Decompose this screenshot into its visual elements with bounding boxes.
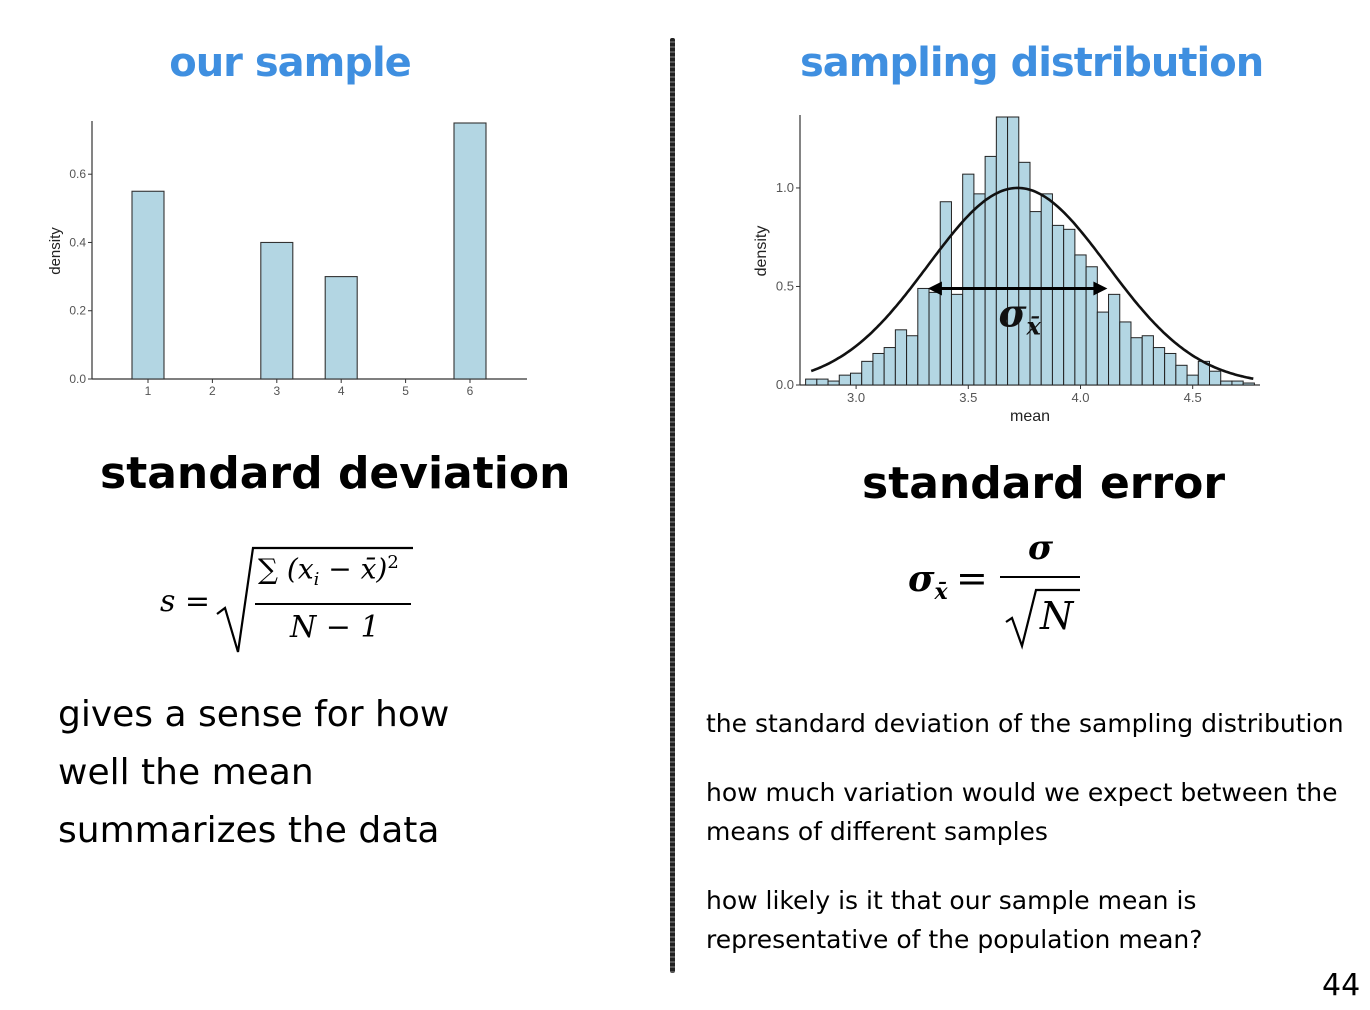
sqrt-sign bbox=[1005, 588, 1080, 650]
se-formula-equals: = bbox=[956, 556, 988, 600]
y-axis-label: density bbox=[47, 227, 64, 275]
y-tick-label: 0.0 bbox=[69, 372, 86, 386]
x-tick-label: 4.0 bbox=[1071, 390, 1089, 405]
arrow-label-subscript: x̄ bbox=[1026, 311, 1042, 340]
sqrt-sign bbox=[216, 546, 413, 653]
x-tick-label: 1 bbox=[145, 384, 152, 398]
histogram-bar bbox=[1108, 293, 1121, 386]
histogram-bar bbox=[1220, 380, 1233, 386]
panel-divider bbox=[670, 38, 675, 973]
bar bbox=[131, 190, 165, 380]
histogram-bar bbox=[1119, 321, 1132, 386]
histogram-bar bbox=[1063, 228, 1076, 386]
right-title: sampling distribution bbox=[800, 40, 1264, 86]
histogram-bar bbox=[872, 352, 885, 386]
left-description-line: summarizes the data bbox=[58, 810, 440, 851]
histogram-bar bbox=[894, 329, 908, 386]
histogram-bar bbox=[1130, 337, 1143, 386]
x-tick-label: 6 bbox=[467, 384, 474, 398]
bar bbox=[453, 122, 487, 380]
se-formula: σx̄ = σ N bbox=[900, 528, 1100, 658]
sd-arrow-head-right bbox=[1093, 281, 1108, 296]
y-tick-label: 0.0 bbox=[776, 377, 794, 392]
histogram-bar bbox=[917, 287, 930, 386]
histogram-bar bbox=[1164, 352, 1177, 386]
y-tick-label: 0.4 bbox=[69, 235, 86, 249]
se-fraction-bar bbox=[1000, 576, 1080, 578]
sd-formula: s = ∑ (xi − x̄)2 N − 1 bbox=[160, 540, 440, 660]
histogram-bar bbox=[1074, 254, 1087, 386]
left-heading: standard deviation bbox=[100, 448, 571, 499]
histogram-bar bbox=[1141, 335, 1154, 386]
right-description: the standard deviation of the sampling d… bbox=[706, 704, 1366, 959]
histogram-bar bbox=[838, 374, 851, 386]
histogram-bar bbox=[827, 380, 840, 386]
x-tick-label: 4 bbox=[338, 384, 345, 398]
y-tick-label: 0.5 bbox=[776, 278, 794, 293]
histogram-bar bbox=[950, 293, 964, 386]
histogram-bar bbox=[928, 291, 941, 386]
histogram-bar bbox=[995, 116, 1009, 386]
sd-formula-lhs: s = bbox=[160, 584, 211, 619]
right-paragraph: how likely is it that our sample mean is… bbox=[706, 881, 1366, 959]
histogram-bar bbox=[1152, 347, 1166, 386]
x-tick-label: 3 bbox=[273, 384, 280, 398]
y-tick-label: 0.6 bbox=[69, 167, 86, 181]
histogram-bar bbox=[906, 335, 919, 386]
histogram-bar bbox=[939, 201, 952, 386]
right-paragraph-line: how much variation would we expect betwe… bbox=[706, 778, 1338, 807]
sd-arrow-head-left bbox=[927, 281, 942, 296]
histogram-bar bbox=[1242, 382, 1255, 386]
x-tick-label: 2 bbox=[209, 384, 216, 398]
y-tick-label: 1.0 bbox=[776, 180, 794, 195]
y-tick-label: 0.2 bbox=[69, 304, 86, 318]
histogram-bar bbox=[984, 155, 997, 386]
right-paragraph-line: the standard deviation of the sampling d… bbox=[706, 709, 1344, 738]
histogram-bar bbox=[1029, 211, 1042, 386]
right-paragraph-line: means of different samples bbox=[706, 817, 1048, 846]
sd-fraction-bar bbox=[255, 603, 411, 605]
sd-formula-numerator: ∑ (xi − x̄)2 bbox=[258, 552, 399, 590]
histogram-bar bbox=[1209, 370, 1222, 386]
histogram-bar bbox=[962, 173, 975, 386]
right-heading: standard error bbox=[862, 458, 1226, 509]
histogram-bar bbox=[849, 372, 863, 386]
sample-bar-chart: 0.0 0.2 0.4 0.6 1 2 3 4 5 6 density bbox=[47, 121, 527, 398]
histogram-bar bbox=[1175, 364, 1188, 386]
left-title: our sample bbox=[169, 40, 412, 86]
x-tick-label: 5 bbox=[402, 384, 409, 398]
histogram-bar bbox=[1007, 116, 1020, 386]
se-formula-numerator: σ bbox=[1028, 528, 1054, 568]
x-tick-label: 4.5 bbox=[1184, 390, 1202, 405]
y-axis-label: density bbox=[753, 226, 770, 277]
right-paragraph-line: how likely is it that our sample mean is bbox=[706, 886, 1197, 915]
left-description-line: well the mean bbox=[58, 752, 314, 793]
left-description: gives a sense for how well the mean summ… bbox=[58, 686, 618, 860]
histogram-bar bbox=[1051, 224, 1065, 386]
histogram-bar bbox=[1231, 380, 1244, 386]
left-description-line: gives a sense for how bbox=[58, 694, 450, 735]
right-paragraph: how much variation would we expect betwe… bbox=[706, 773, 1366, 851]
se-formula-lhs: σx̄ bbox=[908, 558, 948, 606]
normal-curve bbox=[810, 186, 1254, 380]
histogram-bar bbox=[816, 378, 829, 386]
bar bbox=[260, 241, 294, 380]
se-formula-denominator: N bbox=[1040, 594, 1074, 638]
x-tick-label: 3.5 bbox=[959, 390, 977, 405]
histogram-bar bbox=[883, 347, 896, 386]
histogram-bar bbox=[1186, 374, 1199, 386]
page-number: 44 bbox=[1322, 968, 1361, 1003]
histogram-bar bbox=[805, 378, 818, 386]
x-axis-label: mean bbox=[1010, 408, 1050, 425]
right-paragraph: the standard deviation of the sampling d… bbox=[706, 704, 1366, 743]
histogram-bar bbox=[861, 360, 874, 386]
sd-formula-denominator: N − 1 bbox=[290, 610, 380, 645]
x-tick-label: 3.0 bbox=[847, 390, 865, 405]
bar bbox=[324, 276, 358, 380]
right-paragraph-line: representative of the population mean? bbox=[706, 925, 1203, 954]
histogram-bar bbox=[1096, 311, 1110, 386]
histogram-bar bbox=[1018, 161, 1031, 386]
